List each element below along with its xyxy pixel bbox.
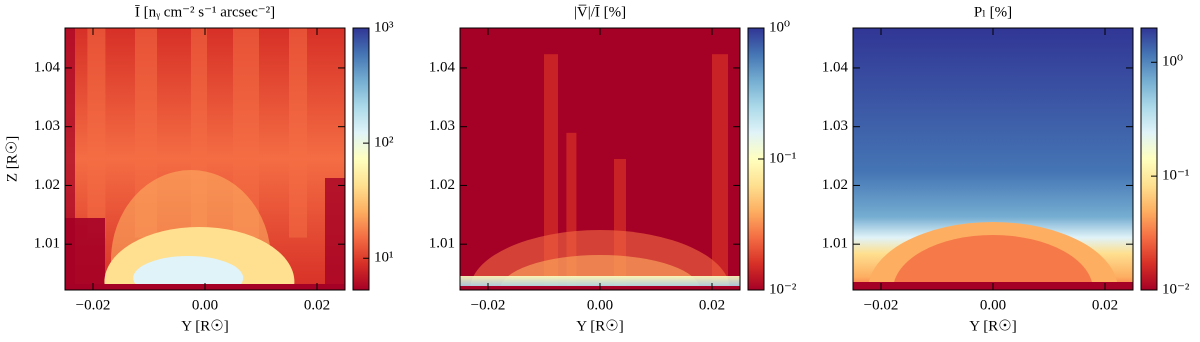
- heatmap-dome: [893, 235, 1093, 290]
- x-tick-label: 0.00: [192, 297, 218, 313]
- y-tick-label: 1.02: [822, 177, 848, 193]
- colorbar-tick-label: 10⁻²: [769, 281, 797, 297]
- y-tick-label: 1.01: [822, 236, 848, 252]
- chart-title: Pₗ [%]: [974, 4, 1012, 20]
- x-tick-label: 0.02: [699, 297, 725, 313]
- heatmap-streak: [712, 54, 728, 290]
- colorbar: [1140, 27, 1158, 291]
- heatmap: [65, 28, 345, 290]
- heatmap-floor: [460, 276, 740, 286]
- y-tick-label: 1.01: [429, 236, 455, 252]
- y-tick-label: 1.02: [34, 177, 60, 193]
- colorbar-tick-label: 10³: [374, 19, 394, 35]
- x-tick-label: 0.02: [1092, 297, 1118, 313]
- x-tick-label: 0.00: [980, 297, 1006, 313]
- y-tick-label: 1.02: [429, 177, 455, 193]
- chart-title: |V̅|/Ī [%]: [574, 4, 626, 20]
- y-tick-label: 1.04: [429, 59, 456, 75]
- heatmap-streak: [289, 28, 307, 238]
- y-tick-label: 1.03: [429, 118, 455, 134]
- heatmap: [853, 28, 1133, 290]
- heatmap-streak: [544, 54, 558, 290]
- colorbar: [352, 27, 370, 291]
- heatmap-edge: [325, 178, 345, 290]
- x-axis-label: Y [R☉]: [969, 318, 1016, 334]
- heatmap-edge: [65, 28, 75, 290]
- x-tick-label: 0.00: [587, 297, 613, 313]
- heatmap: [460, 28, 740, 290]
- heatmap-core: [133, 256, 244, 290]
- colorbar-tick-label: 10¹: [374, 250, 394, 266]
- y-tick-label: 1.04: [34, 59, 61, 75]
- colorbar-tick-label: 10⁻²: [1162, 281, 1190, 297]
- heatmap-streak: [566, 132, 577, 290]
- x-tick-label: −0.02: [471, 297, 506, 313]
- y-tick-label: 1.04: [822, 59, 849, 75]
- colorbar-tick-label: 10⁻¹: [1162, 168, 1189, 184]
- x-tick-label: −0.02: [864, 297, 899, 313]
- heatmap-streak: [87, 28, 106, 238]
- x-tick-label: 0.02: [304, 297, 330, 313]
- y-tick-label: 1.03: [34, 118, 60, 134]
- x-axis-label: Y [R☉]: [576, 318, 623, 334]
- colorbar-tick-label: 10⁰: [769, 19, 790, 35]
- chart-title: Ī [nᵧ cm⁻² s⁻¹ arcsec⁻²]: [135, 4, 275, 20]
- y-tick-label: 1.01: [34, 236, 60, 252]
- x-tick-label: −0.02: [76, 297, 111, 313]
- colorbar-tick-label: 10⁰: [1162, 54, 1183, 70]
- y-tick-label: 1.03: [822, 118, 848, 134]
- x-axis-label: Y [R☉]: [181, 318, 228, 334]
- colorbar-tick-label: 10⁻¹: [769, 150, 796, 166]
- colorbar-tick-label: 10²: [374, 135, 394, 151]
- heatmap-edge: [65, 218, 105, 290]
- y-axis-label: Z [R☉]: [4, 136, 20, 182]
